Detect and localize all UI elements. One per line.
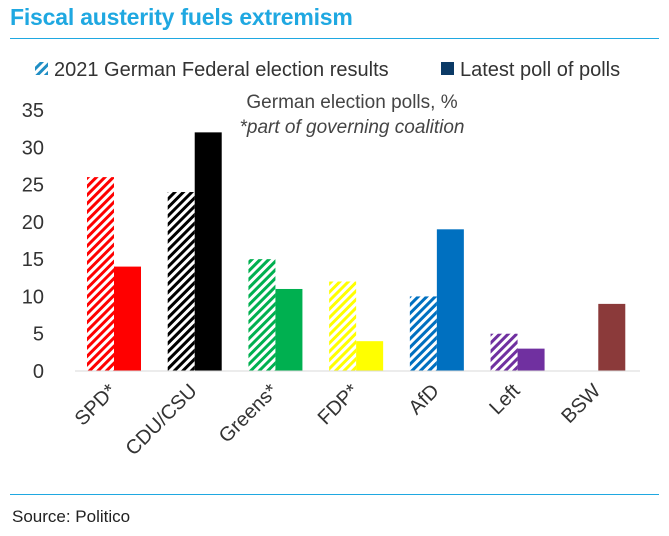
chart-subtitle: *part of governing coalition [240,117,465,138]
bar-poll-greens [275,288,303,371]
y-tick-label: 25 [22,175,44,197]
bar-poll-spd [114,266,141,371]
legend-swatch-2 [441,62,454,75]
x-tick-label: BSW [557,380,605,428]
bar-2021-cducsu [167,192,195,371]
y-tick-label: 10 [22,286,44,308]
x-tick-label: AfD [405,380,444,419]
title-divider [10,38,659,39]
y-tick-label: 5 [33,324,44,346]
x-tick-label: Left [485,380,524,419]
x-tick-label: Greens* [215,380,283,448]
chart-inner-title: German election polls, % [246,92,457,113]
bar-2021-left [490,333,518,371]
chart-title: Fiscal austerity fuels extremism [10,4,353,30]
bar-poll-fdp [356,341,384,371]
legend-label-2: Latest poll of polls [460,59,620,81]
bar-2021-afd [409,296,437,371]
bar-poll-bsw [598,303,626,371]
bar-2021-greens [248,259,276,371]
y-axis: 0 5 10 15 20 25 30 35 [22,100,44,383]
legend-swatch-1 [35,62,48,75]
source-note: Source: Politico [12,507,131,526]
x-tick-label: SPD* [71,380,121,430]
y-tick-label: 30 [22,137,44,159]
footer-divider [10,494,659,495]
y-tick-label: 35 [22,100,44,122]
chart: 2021 German Federal election results Late… [22,59,640,460]
y-tick-label: 15 [22,249,44,271]
bar-2021-fdp [329,281,357,371]
y-tick-label: 0 [33,361,44,383]
bars [87,132,626,371]
legend-label-1: 2021 German Federal election results [54,59,389,81]
bar-poll-cducsu [194,132,222,371]
x-tick-label: FDP* [314,380,363,429]
x-axis: SPD* CDU/CSU Greens* FDP* AfD Left BSW [71,370,640,460]
bar-2021-spd [87,177,114,371]
bar-poll-left [517,348,545,371]
legend: 2021 German Federal election results Late… [35,59,620,81]
x-tick-label: CDU/CSU [122,380,202,460]
bar-poll-afd [436,229,464,371]
y-tick-label: 20 [22,212,44,234]
